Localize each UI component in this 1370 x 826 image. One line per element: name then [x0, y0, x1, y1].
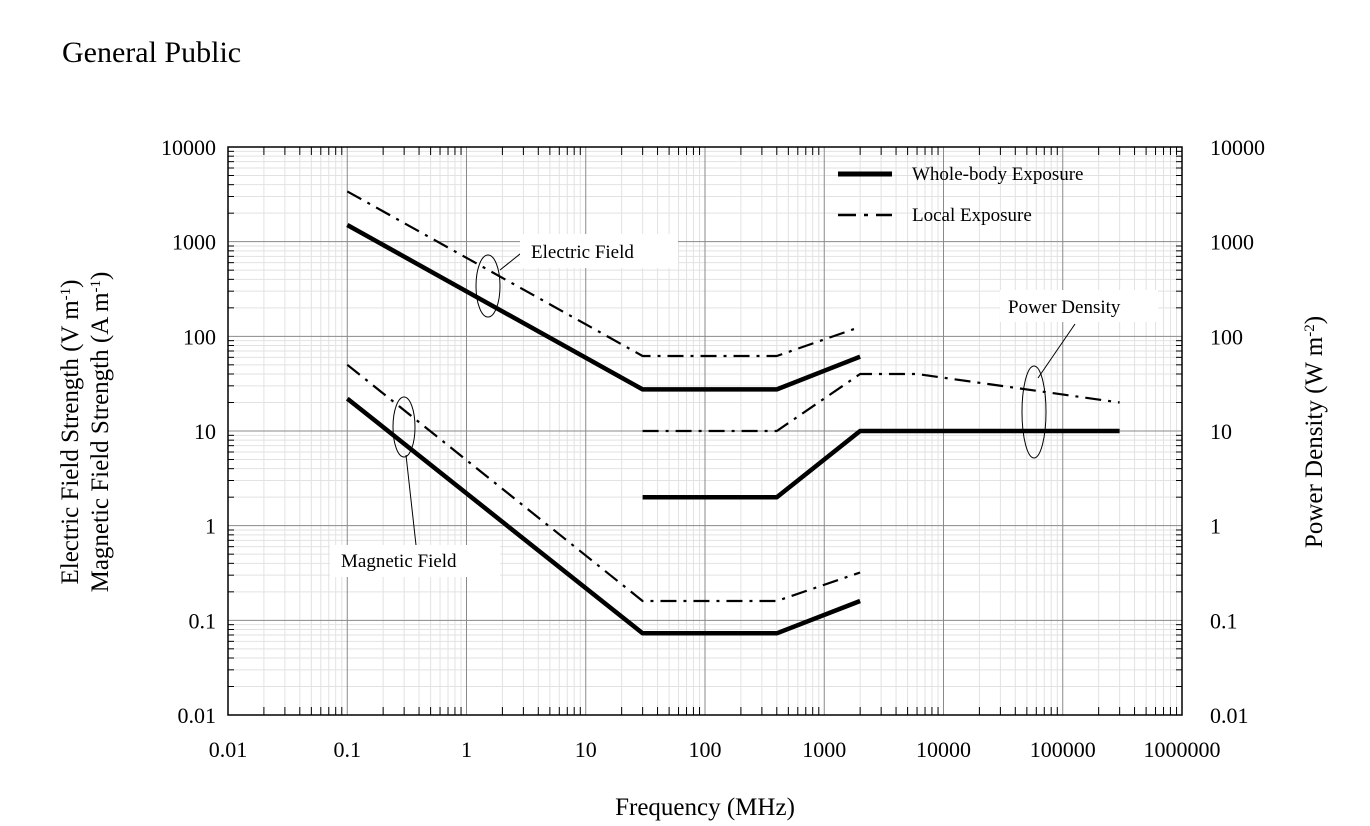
y-tick-label: 10	[194, 419, 216, 444]
page-title: General Public	[62, 36, 242, 69]
legend-label-whole-body: Whole-body Exposure	[912, 164, 1083, 185]
legend-label-local: Local Exposure	[912, 205, 1032, 226]
x-tick-label: 1000000	[1144, 737, 1221, 762]
x-tick-label: 1000	[802, 737, 846, 762]
major-grid	[228, 147, 1182, 715]
legend: Whole-body Exposure Local Exposure	[838, 164, 1083, 226]
svg-text:Magnetic Field Strength (A m-1: Magnetic Field Strength (A m-1)	[87, 272, 114, 593]
electric-dash-dot-line	[346, 190, 856, 358]
x-tick-label: 1	[461, 737, 472, 762]
y2-axis-label: Power Density (W m-2)	[1301, 316, 1328, 548]
x-tick-label: 10	[575, 737, 597, 762]
y-tick-label: 0.01	[178, 703, 217, 728]
y-axis-label-line1-close: )	[57, 279, 84, 287]
y2-tick-label: 1000	[1210, 230, 1254, 255]
magnetic-dash-dot-line	[346, 363, 861, 603]
y-axis-label: Electric Field Strength (V m-1)	[57, 279, 84, 584]
x-tick-label: 100	[689, 737, 722, 762]
x-tick-label: 100000	[1030, 737, 1096, 762]
y2-tick-label: 1	[1210, 514, 1221, 539]
x-tick-label: 0.1	[334, 737, 362, 762]
y2-tick-label: 0.01	[1210, 703, 1249, 728]
power-solid-line	[642, 428, 1120, 500]
y2-axis-label-exp: -2	[1302, 324, 1318, 337]
x-axis-label: Frequency (MHz)	[615, 794, 795, 821]
y-axis-label-line1: Electric Field Strength (V m	[57, 300, 84, 585]
y2-tick-label: 100	[1210, 324, 1243, 349]
y-axis-label-2: Magnetic Field Strength (A m-1)	[87, 272, 114, 593]
annotation-electric-field: Electric Field	[475, 234, 678, 318]
annotation-power-density: Power Density	[1000, 290, 1158, 459]
annotation-electric-label: Electric Field	[531, 242, 634, 263]
annotation-power-label: Power Density	[1008, 297, 1121, 318]
y-axis-label-line2-close: )	[87, 272, 114, 280]
y2-tick-label: 10000	[1210, 135, 1265, 160]
y2-tick-labels: 0.01 0.1 1 10 100 1000 10000	[1210, 135, 1265, 728]
y-axis-label-line1-exp: -1	[58, 288, 74, 301]
y-tick-label: 1	[205, 514, 216, 539]
y-tick-label: 10000	[161, 135, 216, 160]
svg-text:Power Density (W m-2): Power Density (W m-2)	[1301, 316, 1328, 548]
y2-tick-label: 10	[1210, 419, 1232, 444]
y-tick-labels: 0.01 0.1 1 10 100 1000 10000	[161, 135, 216, 728]
x-tick-label: 10000	[916, 737, 971, 762]
y2-tick-label: 0.1	[1210, 608, 1238, 633]
axis-ticks	[228, 147, 1182, 715]
x-tick-labels: 0.01 0.1 1 10 100 1000 10000 100000 1000000	[209, 737, 1221, 762]
y2-axis-label-base: Power Density (W m	[1301, 336, 1328, 548]
y2-axis-label-close: )	[1301, 316, 1328, 324]
annotation-magnetic-label: Magnetic Field	[341, 551, 457, 572]
y-axis-label-line2-exp: -1	[88, 280, 104, 293]
y-tick-label: 100	[183, 324, 216, 349]
x-tick-label: 0.01	[209, 737, 248, 762]
plot-frame	[227, 146, 1183, 716]
electric-solid-line	[346, 223, 861, 392]
svg-text:Electric Field Strength (V m-: Electric Field Strength (V m-1)	[57, 279, 84, 584]
magnetic-solid-line	[345, 396, 861, 636]
y-axis-label-line2: Magnetic Field Strength (A m	[87, 292, 114, 593]
y-tick-label: 0.1	[189, 608, 217, 633]
series-lines	[345, 190, 1120, 636]
y-tick-label: 1000	[172, 230, 216, 255]
power-dash-dot-line	[642, 372, 1120, 433]
annotation-magnetic-field: Magnetic Field	[330, 396, 500, 577]
